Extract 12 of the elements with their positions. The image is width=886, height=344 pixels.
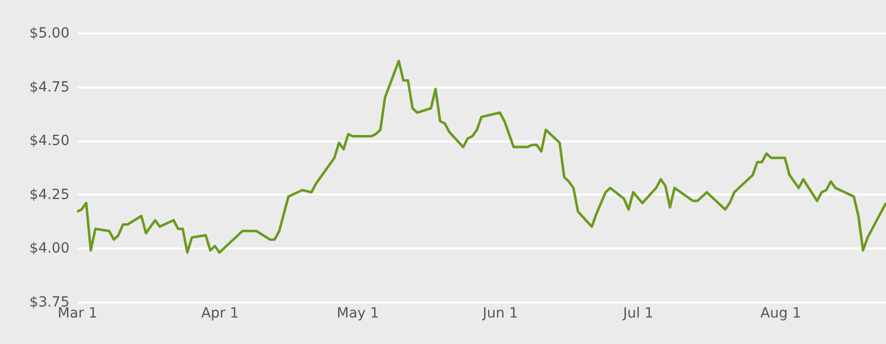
x-tick-label: Jun 1 xyxy=(482,306,518,322)
x-tick-label: Apr 1 xyxy=(201,306,239,322)
line-series xyxy=(77,60,886,254)
y-tick-label: $4.25 xyxy=(29,186,70,203)
y-tick-label: $5.00 xyxy=(29,26,70,42)
y-tick-label: $4.75 xyxy=(29,79,70,96)
x-tick-label: Aug 1 xyxy=(760,306,802,322)
x-tick-label: Mar 1 xyxy=(58,306,98,322)
x-tick-label: Jul 1 xyxy=(622,306,654,322)
y-tick-label: $4.00 xyxy=(29,240,70,257)
x-tick-label: May 1 xyxy=(336,306,380,322)
y-tick-label: $4.50 xyxy=(29,133,70,150)
